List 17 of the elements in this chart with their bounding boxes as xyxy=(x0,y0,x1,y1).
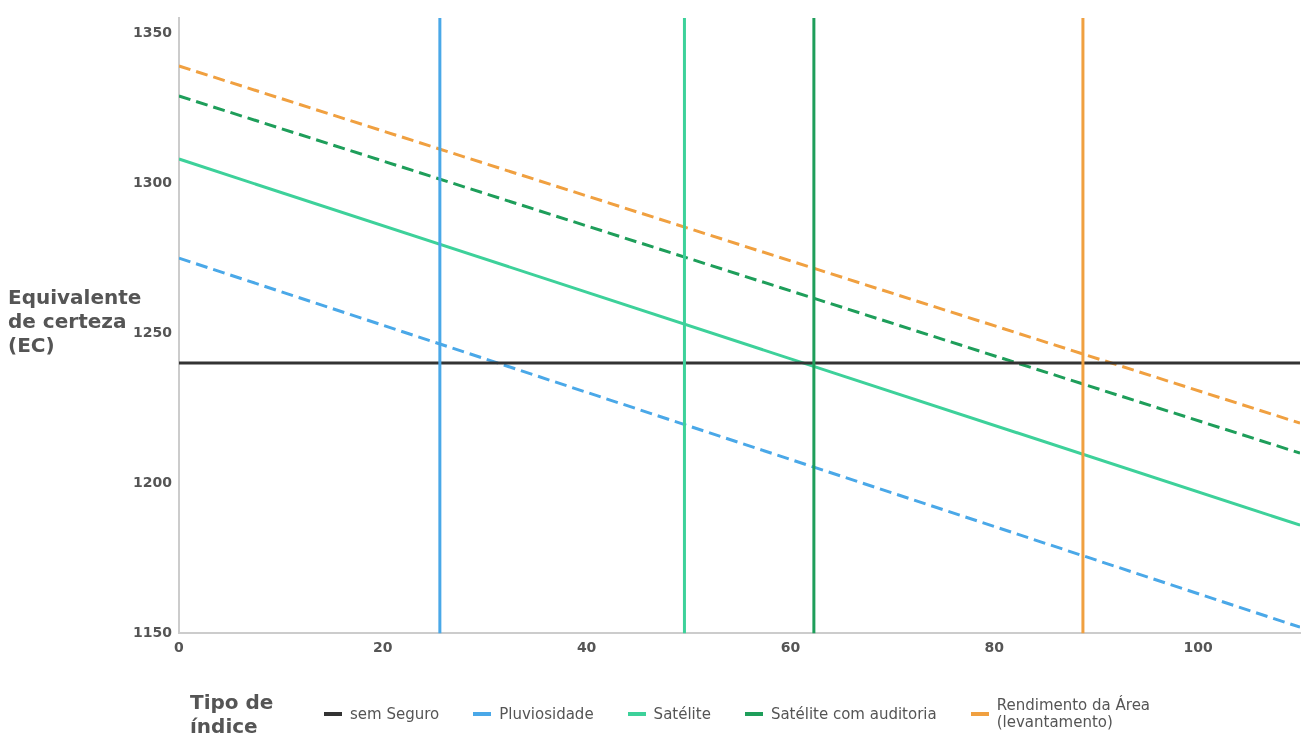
y-tick-label: 1350 xyxy=(133,23,173,40)
legend-label: sem Seguro xyxy=(350,704,440,723)
x-tick-label: 80 xyxy=(984,639,1005,656)
x-tick-label: 60 xyxy=(780,639,801,656)
y-tick-label: 1250 xyxy=(133,323,173,340)
y-tick-label: 1300 xyxy=(133,173,173,190)
legend-label: Rendimento da Área (levantamento) xyxy=(996,696,1152,731)
legend-title: Tipo de índice xyxy=(190,690,275,738)
y-tick-label: 1200 xyxy=(133,473,173,490)
x-tick-label: 40 xyxy=(576,639,597,656)
y-tick-label: 1150 xyxy=(133,623,173,640)
legend-label: Pluviosidade xyxy=(499,704,594,723)
legend-label: Satélite com auditoria xyxy=(770,704,937,723)
x-tick-label: 100 xyxy=(1183,639,1213,656)
x-tick-label: 0 xyxy=(174,639,185,656)
legend-label: Satélite xyxy=(653,704,711,723)
x-tick-label: 20 xyxy=(373,639,393,656)
